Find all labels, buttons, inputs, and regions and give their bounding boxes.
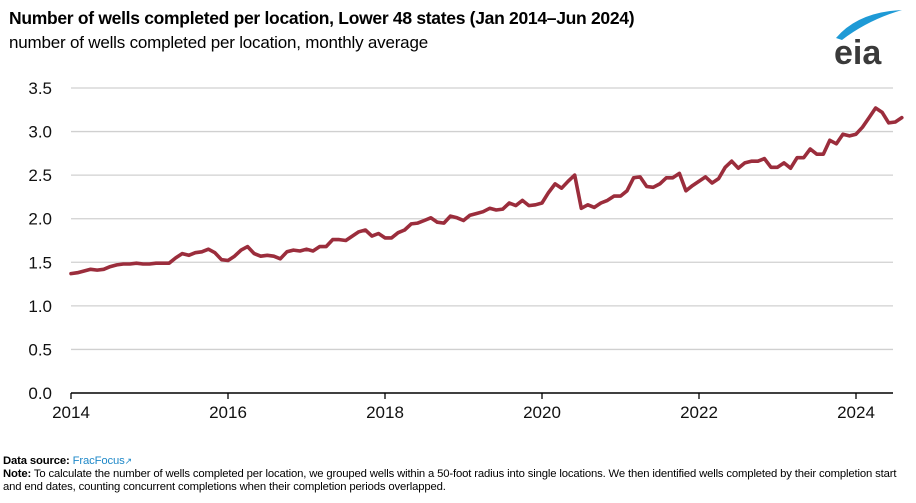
series-line-wells-per-location (69, 106, 904, 276)
note-label: Note: (3, 468, 32, 480)
y-tick-label: 3.0 (28, 123, 52, 142)
x-tick-label: 2016 (209, 403, 247, 422)
x-tick-label: 2014 (52, 403, 90, 422)
external-link-icon[interactable]: ↗ (124, 456, 133, 466)
y-tick-label: 2.0 (28, 210, 52, 229)
y-axis: 0.0 0.5 1.0 1.5 2.0 2.5 3.0 3.5 (28, 79, 52, 403)
x-axis: 2014 2016 2018 2020 2022 2024 (52, 392, 893, 422)
x-tick-label: 2022 (680, 403, 718, 422)
y-tick-label: 0.5 (28, 340, 52, 359)
eia-logo: eia (834, 10, 902, 68)
x-tick-label: 2018 (366, 403, 404, 422)
data-source: Data source: FracFocus↗ (3, 455, 915, 468)
chart-footer: Data source: FracFocus↗ Note: To calcula… (3, 455, 915, 494)
y-tick-label: 1.5 (28, 253, 52, 272)
x-tick-label: 2024 (837, 403, 875, 422)
chart-subtitle: number of wells completed per location, … (9, 33, 428, 52)
y-tick-label: 2.5 (28, 166, 52, 185)
y-tick-label: 1.0 (28, 297, 52, 316)
chart-title: Number of wells completed per location, … (9, 8, 635, 28)
note: Note: To calculate the number of wells c… (3, 468, 915, 494)
grid-lines (71, 87, 893, 351)
note-text: To calculate the number of wells complet… (3, 468, 897, 493)
y-tick-label: 3.5 (28, 79, 52, 98)
y-tick-label: 0.0 (28, 384, 52, 403)
line-chart: 0.0 0.5 1.0 1.5 2.0 2.5 3.0 3.5 2014 2016 2018 202… (28, 79, 904, 422)
logo-text: eia (834, 34, 882, 68)
x-tick-label: 2020 (523, 403, 561, 422)
data-source-link[interactable]: FracFocus (72, 455, 125, 467)
logo-arc-icon (836, 10, 902, 40)
data-source-label: Data source: (3, 455, 70, 467)
